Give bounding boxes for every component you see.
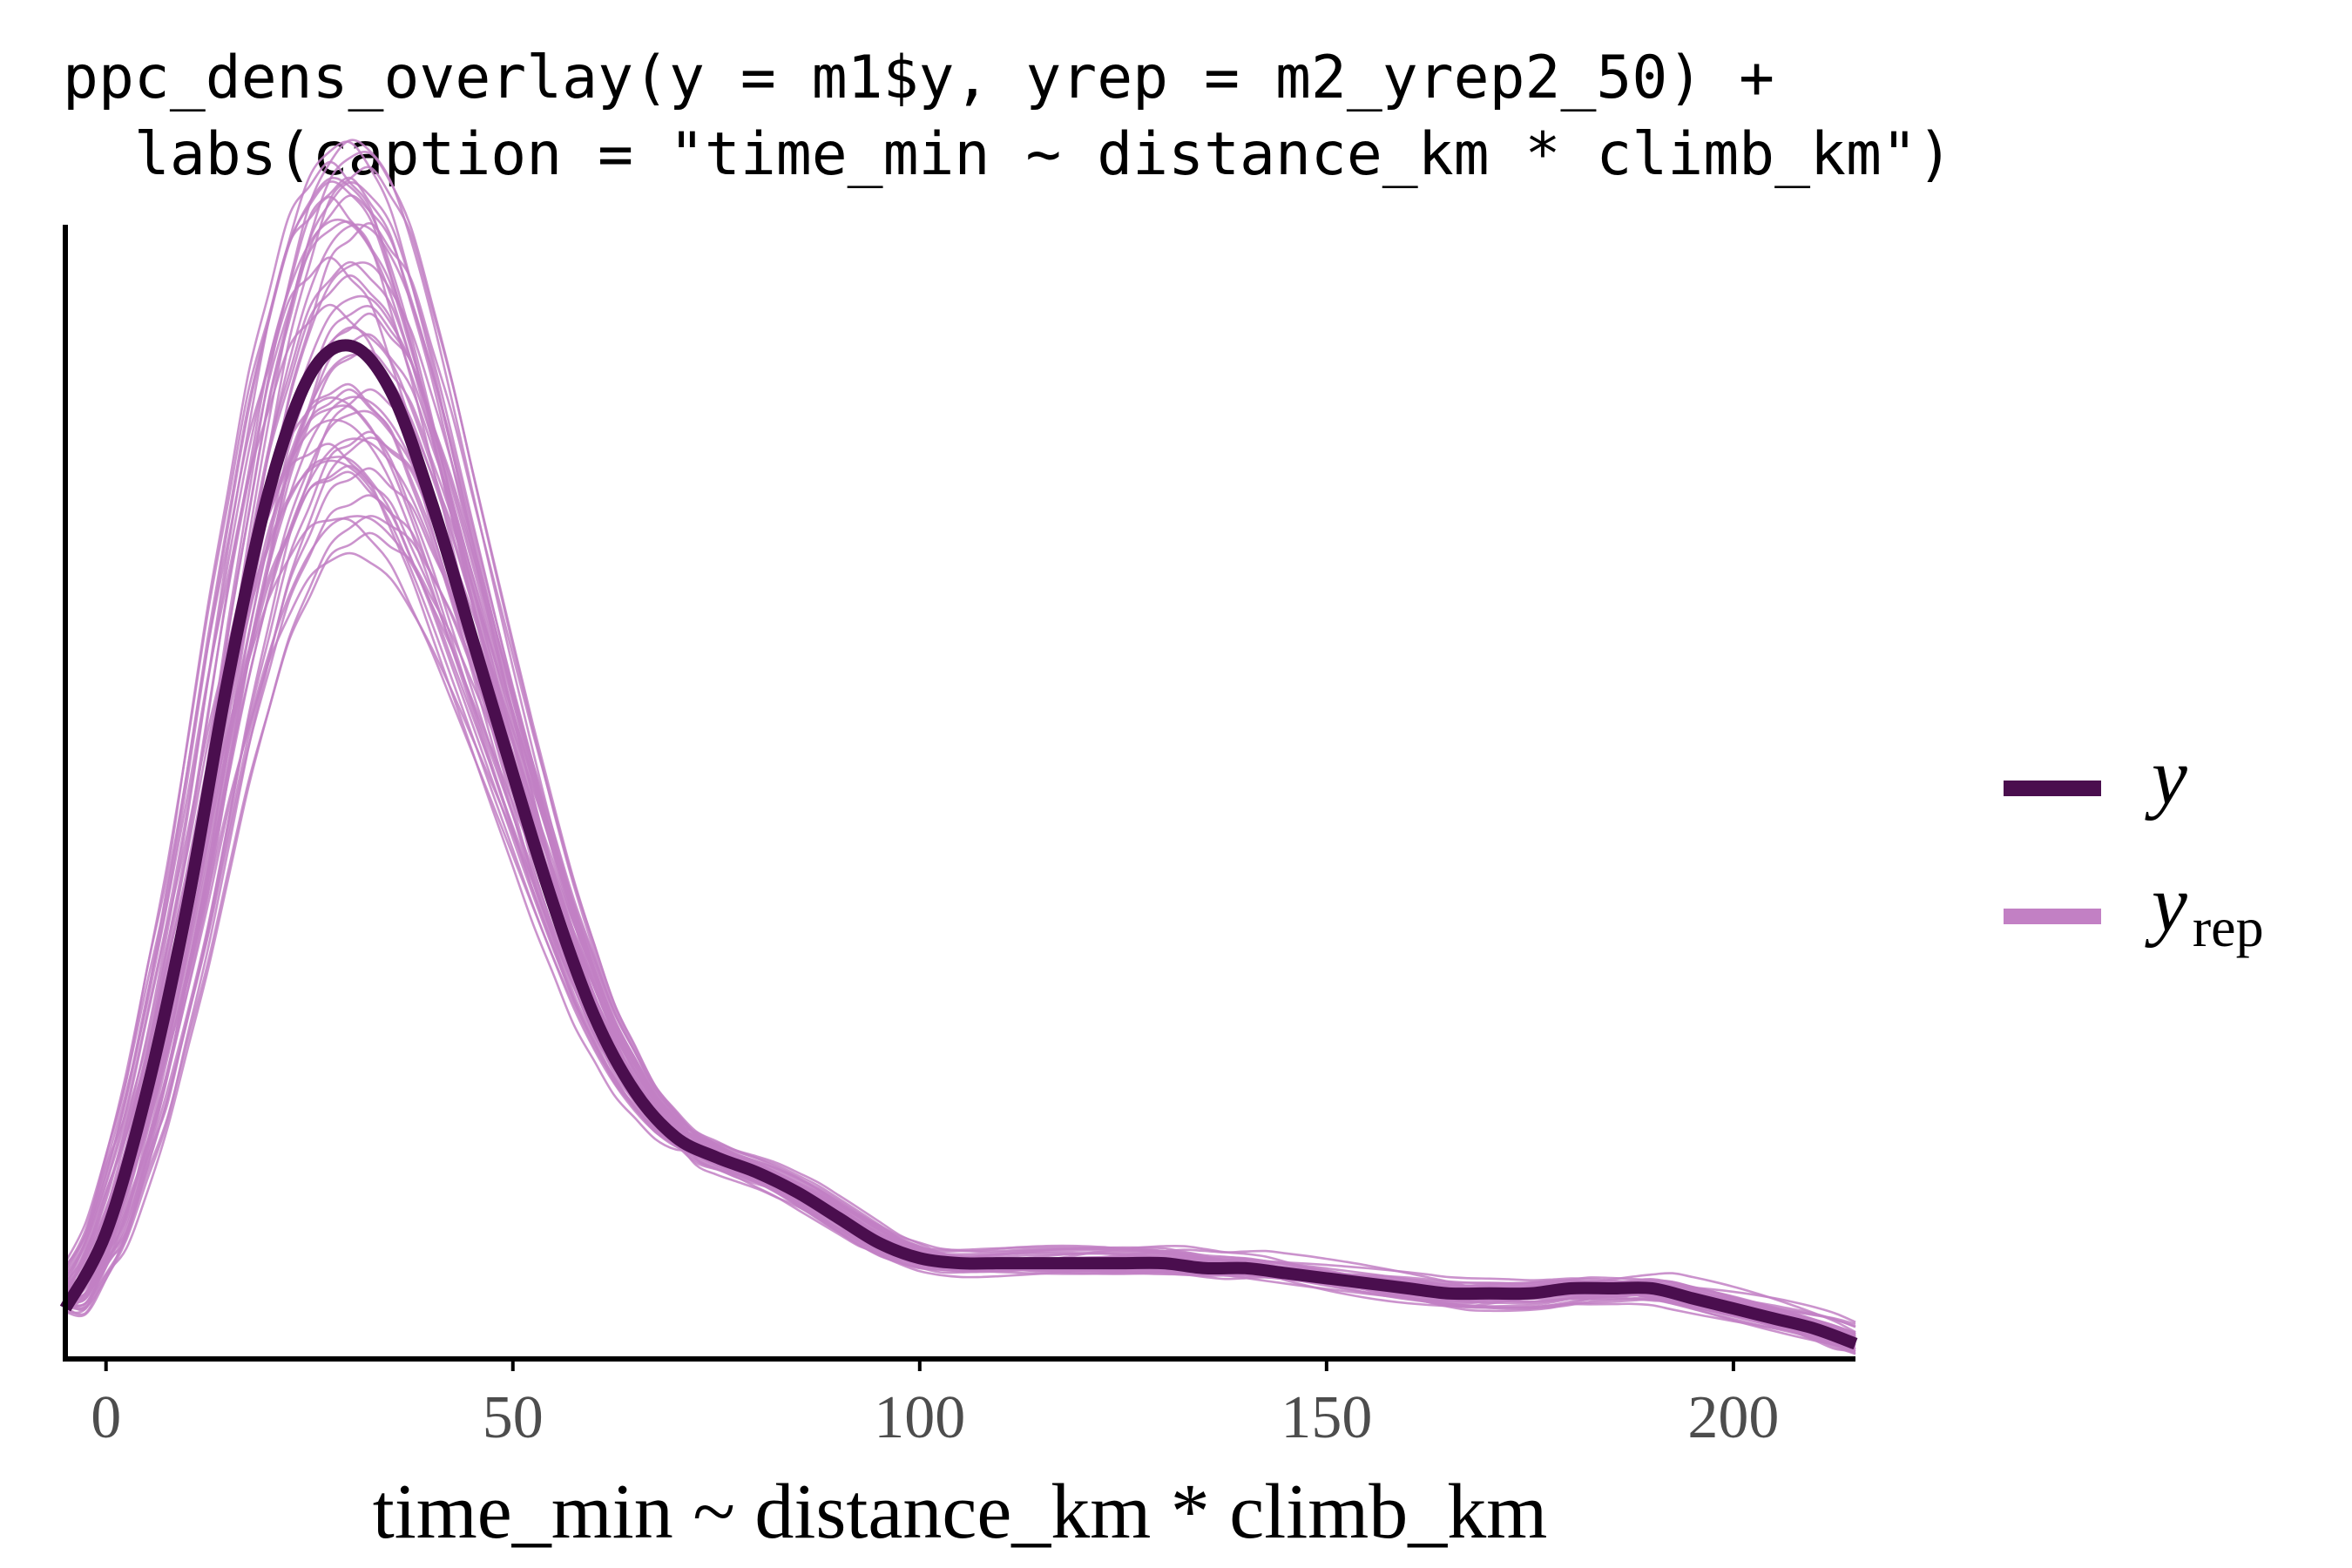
yrep-line — [64, 348, 1856, 1338]
yrep-line — [64, 515, 1856, 1340]
y-line — [59, 339, 1858, 1350]
yrep-line — [64, 223, 1856, 1328]
code-title-line-1: ppc_dens_overlay(y = m1$y, yrep = m2_yre… — [63, 44, 1774, 112]
yrep-line — [64, 151, 1856, 1340]
yrep-line — [64, 436, 1856, 1326]
yrep-line — [64, 551, 1856, 1355]
yrep-line — [64, 333, 1856, 1323]
yrep-line — [64, 409, 1856, 1336]
yrep-lines-group — [64, 139, 1856, 1355]
yrep-line — [64, 517, 1856, 1347]
x-tick-label: 100 — [874, 1384, 965, 1451]
x-axis-label: time_min ~ distance_km * climb_km — [373, 1469, 1548, 1555]
legend-y-label: y — [2145, 732, 2187, 821]
yrep-line — [64, 180, 1856, 1345]
yrep-line — [64, 494, 1856, 1334]
yrep-line — [64, 467, 1856, 1347]
yrep-line — [64, 382, 1856, 1334]
yrep-line — [64, 140, 1856, 1342]
x-tick-label: 0 — [91, 1384, 121, 1451]
legend-yrep-label: yrep — [2145, 859, 2264, 958]
yrep-line — [64, 388, 1856, 1335]
x-axis-ticks: 0 50 100 150 200 — [91, 1359, 1779, 1451]
yrep-line — [64, 388, 1856, 1345]
yrep-line — [64, 464, 1856, 1353]
yrep-line — [64, 515, 1856, 1338]
yrep-line — [64, 430, 1856, 1353]
yrep-line — [64, 139, 1856, 1339]
yrep-line — [64, 531, 1856, 1338]
yrep-line — [64, 218, 1856, 1348]
x-tick-label: 200 — [1687, 1384, 1779, 1451]
yrep-line — [64, 404, 1856, 1345]
y-line-group — [59, 339, 1858, 1350]
yrep-line — [64, 470, 1856, 1355]
yrep-line — [64, 274, 1856, 1350]
legend: y yrep — [2004, 732, 2264, 958]
code-title-line-2: labs(caption = "time_min ~ distance_km *… — [63, 120, 1953, 189]
yrep-line — [64, 443, 1856, 1337]
yrep-line — [64, 459, 1856, 1342]
yrep-line — [64, 353, 1856, 1328]
yrep-line — [64, 220, 1856, 1339]
x-tick-label: 150 — [1281, 1384, 1372, 1451]
x-tick-label: 50 — [483, 1384, 544, 1451]
yrep-line — [64, 437, 1856, 1346]
yrep-line — [64, 456, 1856, 1346]
